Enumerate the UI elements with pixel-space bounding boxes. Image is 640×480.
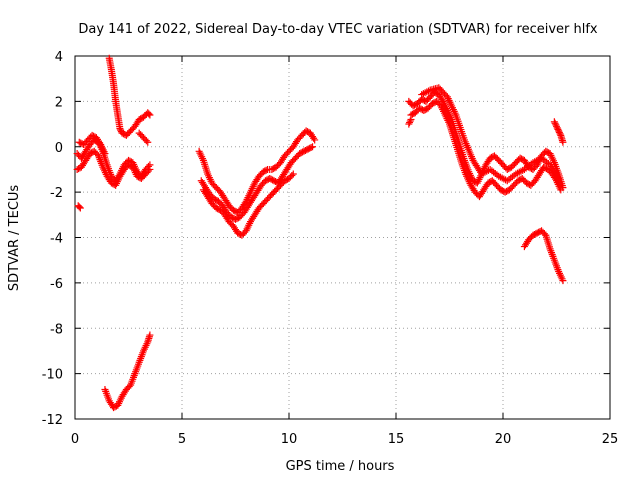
data-point (406, 117, 414, 125)
data-point (288, 171, 296, 179)
data-point (307, 144, 315, 152)
data-point (311, 136, 319, 144)
y-tick-label: 4 (55, 50, 63, 65)
x-tick-label: 10 (281, 432, 298, 447)
series-seg1c (75, 131, 109, 158)
grid-lines (75, 56, 610, 419)
data-point (116, 125, 124, 133)
data-point (559, 277, 567, 285)
data-point (556, 130, 564, 138)
data-point (146, 165, 154, 173)
data-point (425, 87, 433, 95)
y-tick-label: -10 (42, 368, 63, 383)
x-tick-label: 0 (71, 432, 79, 447)
data-point (117, 126, 125, 134)
series-seg7d (405, 116, 415, 128)
y-tick-label: -12 (42, 413, 63, 428)
series-seg9 (550, 118, 567, 146)
data-point (555, 175, 563, 183)
data-points (73, 54, 567, 412)
x-tick-label: 20 (495, 432, 512, 447)
y-tick-label: 0 (55, 141, 63, 156)
series-seg5 (101, 331, 154, 412)
data-point (101, 150, 109, 158)
data-point (552, 121, 560, 129)
data-point (407, 116, 415, 124)
data-point (554, 125, 562, 133)
x-tick-label: 15 (388, 432, 405, 447)
y-tick-label: -4 (50, 232, 63, 247)
series-seg6a (195, 127, 319, 217)
x-tick-labels: 0 5 10 15 20 25 (71, 432, 618, 447)
y-tick-label: -8 (50, 322, 63, 337)
data-point (553, 122, 560, 130)
data-point (554, 173, 562, 181)
y-tick-label: 2 (55, 95, 63, 110)
series-seg7b (407, 97, 565, 201)
x-axis-label: GPS time / hours (286, 459, 395, 474)
series-seg7c (418, 84, 563, 185)
series-seg2 (74, 202, 84, 212)
series-seg6c (199, 170, 297, 239)
data-point (142, 137, 150, 145)
data-point (559, 138, 567, 146)
data-point (75, 203, 83, 211)
data-point (406, 119, 414, 127)
series-seg8 (520, 227, 567, 285)
data-point (405, 120, 413, 128)
data-point (310, 134, 318, 142)
chart-title: Day 141 of 2022, Sidereal Day-to-day VTE… (78, 22, 598, 37)
series-seg1b (73, 147, 154, 189)
axis-ticks (74, 55, 611, 420)
x-tick-label: 5 (178, 432, 186, 447)
data-point (557, 186, 565, 194)
data-point (555, 128, 563, 136)
y-tick-label: -2 (50, 186, 63, 201)
data-point (96, 139, 104, 147)
y-tick-labels: -12 -10 -8 -6 -4 -2 0 2 4 (42, 50, 63, 428)
data-point (551, 119, 559, 127)
y-tick-label: -6 (50, 277, 63, 292)
data-point (438, 96, 446, 104)
data-point (144, 167, 152, 175)
data-point (553, 124, 561, 132)
data-point (144, 138, 152, 146)
data-point (146, 111, 154, 119)
data-point (262, 166, 270, 174)
data-point (146, 331, 154, 339)
data-point (145, 110, 153, 118)
series-seg4 (135, 129, 152, 146)
data-point (76, 204, 84, 212)
x-tick-label: 25 (602, 432, 619, 447)
data-point (555, 127, 563, 135)
series-seg3 (105, 54, 154, 139)
data-point (309, 143, 317, 151)
data-point (550, 118, 558, 126)
y-axis-label: SDTVAR / TECUs (7, 185, 22, 292)
data-point (289, 170, 297, 178)
